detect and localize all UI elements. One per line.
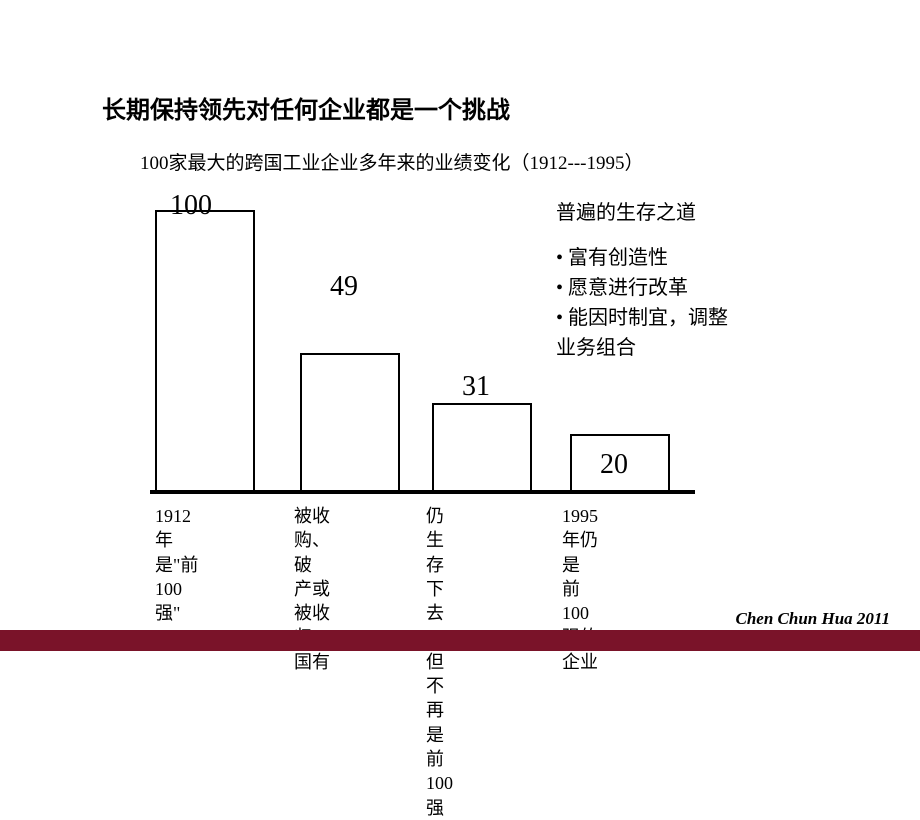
bar-value-3: 20 (600, 449, 628, 481)
slide-title: 长期保持领先对任何企业都是一个挑战 (102, 90, 510, 125)
bullet-2: • 能因时制宜，调整 (556, 303, 728, 333)
bullet-3: 业务组合 (556, 333, 728, 363)
slide-subtitle: 100家最大的跨国工业企业多年来的业绩变化（1912---1995） (140, 148, 643, 175)
bullet-0: • 富有创造性 (556, 243, 728, 273)
side-bullets: • 富有创造性• 愿意进行改革• 能因时制宜，调整业务组合 (556, 243, 728, 363)
bar-1 (300, 353, 400, 490)
footer-text: Chen Chun Hua 2011 (736, 609, 891, 629)
slide: 长期保持领先对任何企业都是一个挑战 100家最大的跨国工业企业多年来的业绩变化（… (0, 0, 920, 651)
bar-value-2: 31 (462, 371, 490, 403)
bullet-1: • 愿意进行改革 (556, 273, 728, 303)
bar-2 (432, 403, 532, 490)
side-title: 普遍的生存之道 (556, 196, 696, 225)
bar-label-2: 仍生存下去，但不再是前100强 (426, 504, 453, 820)
chart-baseline (150, 490, 695, 494)
footer-bar (0, 630, 920, 651)
bar-value-0: 100 (170, 190, 212, 222)
bar-0 (155, 210, 255, 490)
bar-value-1: 49 (330, 271, 358, 303)
bar-label-0: 1912年是"前100强" (155, 504, 198, 625)
